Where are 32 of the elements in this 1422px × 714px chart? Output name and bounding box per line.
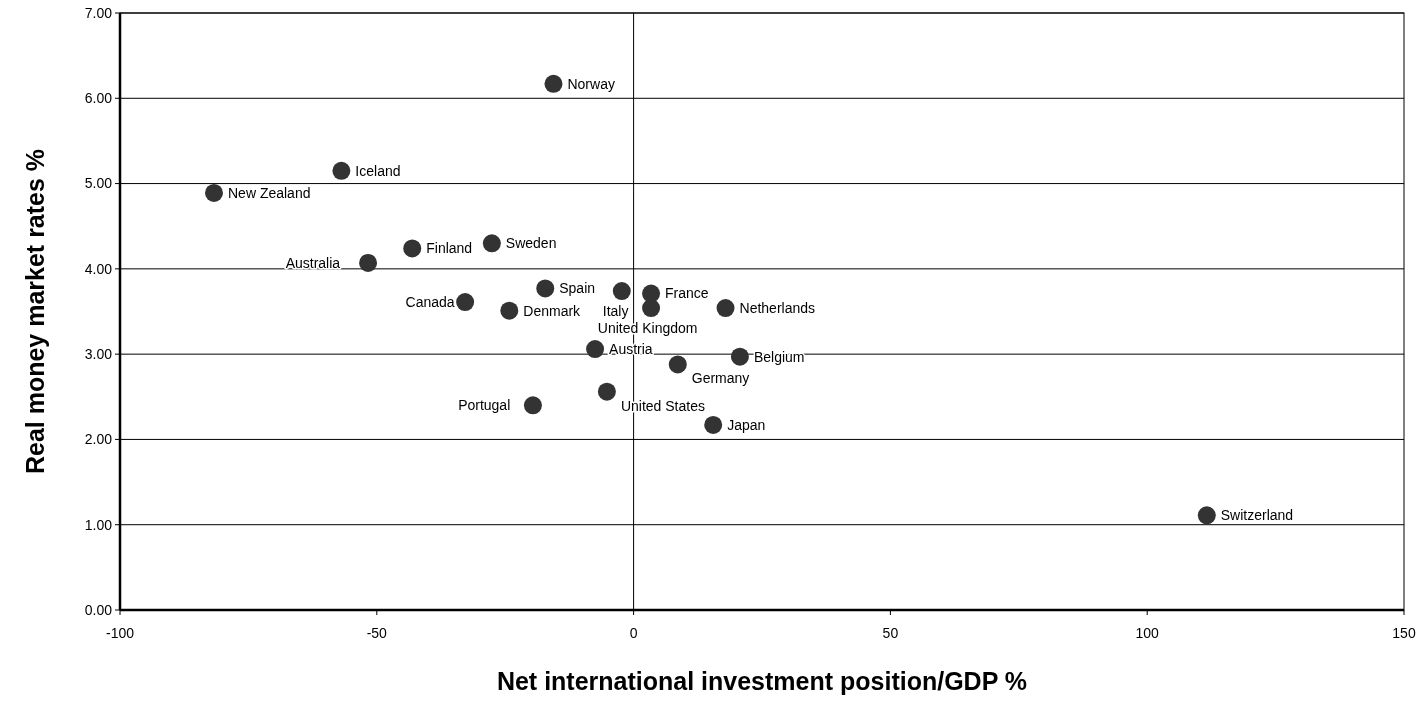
x-tick-label: 50 bbox=[882, 625, 899, 641]
x-tick-label: 150 bbox=[1392, 625, 1416, 641]
y-tick-label: 0.00 bbox=[84, 601, 113, 618]
annotation: Australia bbox=[285, 254, 341, 271]
y-axis-title: Real money market rates % bbox=[21, 148, 49, 475]
annotation: Netherlands bbox=[739, 299, 816, 316]
annotation: Denmark bbox=[523, 302, 582, 319]
annotation: France bbox=[665, 285, 709, 302]
annotation: New Zealand bbox=[227, 184, 311, 201]
x-tick-label: -50 bbox=[366, 625, 388, 641]
annotation: Portugal bbox=[458, 397, 511, 414]
y-tick-label: 2.00 bbox=[84, 431, 113, 448]
annotation: Italy bbox=[602, 302, 629, 319]
annotation: Finland bbox=[426, 240, 473, 257]
annotation: Spain bbox=[559, 280, 596, 297]
x-tick-label: 100 bbox=[1135, 625, 1160, 641]
annotation: Japan bbox=[727, 416, 766, 433]
annotation: Canada bbox=[405, 294, 455, 311]
annotation: Iceland bbox=[355, 162, 401, 179]
x-axis-title: Net international investment position/GDP % bbox=[496, 667, 1028, 695]
y-tick-label: 6.00 bbox=[84, 90, 113, 107]
annotation: Germany bbox=[691, 370, 750, 387]
y-tick-label: 3.00 bbox=[84, 346, 113, 363]
y-tick-label: 1.00 bbox=[84, 516, 113, 533]
y-tick-label: 5.00 bbox=[84, 175, 113, 192]
x-tick-label: 0 bbox=[629, 625, 638, 641]
y-tick-label: 4.00 bbox=[84, 260, 113, 277]
annotation: Switzerland bbox=[1220, 507, 1294, 524]
y-tick-label: 7.00 bbox=[84, 4, 113, 21]
annotation: Norway bbox=[567, 75, 615, 92]
x-tick-label: -100 bbox=[105, 625, 135, 641]
annotation: Sweden bbox=[505, 235, 557, 252]
